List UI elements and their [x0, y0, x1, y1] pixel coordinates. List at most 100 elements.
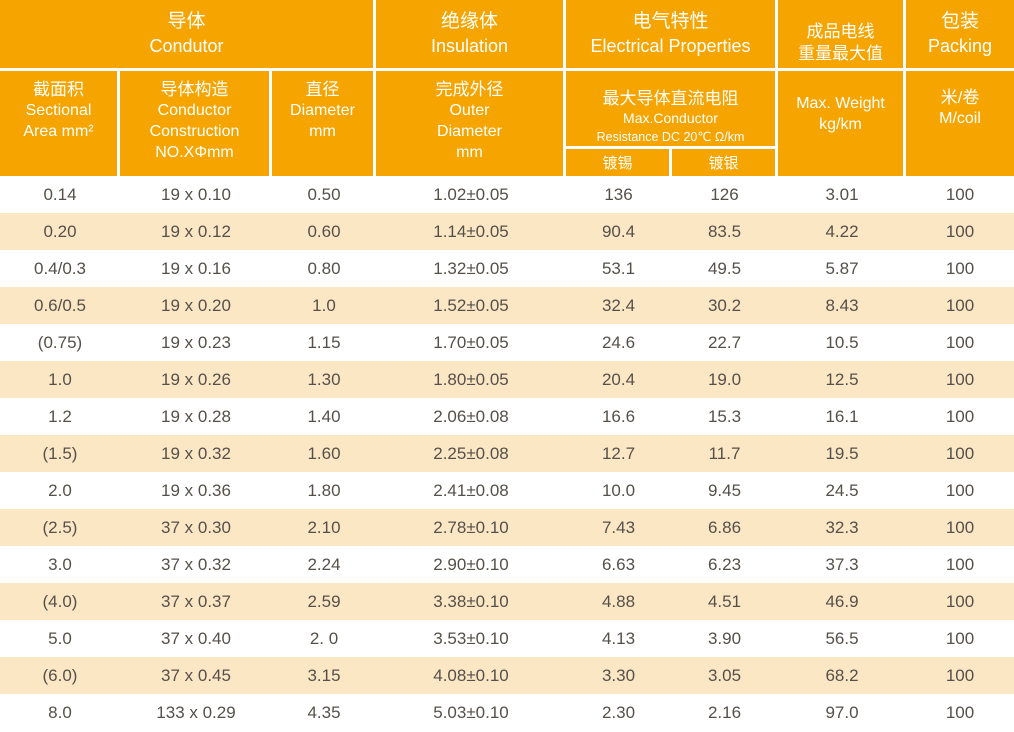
- insulation-group-label-zh: 绝缘体: [440, 11, 498, 32]
- cell-resistance-tinned: 24.6: [601, 332, 636, 352]
- cell-construction: 19 x 0.16: [161, 258, 231, 278]
- cell-outer-diameter: 2.78±0.10: [433, 517, 509, 537]
- cell-meters-per-coil: 100: [945, 702, 975, 722]
- cell-max-weight: 68.2: [825, 665, 859, 685]
- diameter-label-zh: 直径: [305, 80, 340, 99]
- table-row: 2.0 19 x 0.36 1.80 2.41±0.08 10.0 9.45 24.5 100: [0, 472, 1014, 509]
- header-col-diameter: 直径 Diameter mm: [272, 71, 376, 176]
- table-row: 1.0 19 x 0.26 1.30 1.80±0.05 20.4 19.0 12.5 100: [0, 361, 1014, 398]
- cell-sectional-area: (6.0): [42, 665, 78, 685]
- cell-diameter: 1.15: [307, 332, 341, 352]
- coil-unit-label-en: M/coil: [939, 110, 981, 127]
- header-group-insulation: 绝缘体 Insulation: [376, 0, 566, 71]
- table-body: 0.14 19 x 0.10 0.50 1.02±0.05 136 126 3.01 100 0…: [0, 176, 1014, 731]
- construction-label-en-3: NO.XΦmm: [155, 144, 234, 161]
- header-group-conductor: 导体 Condutor: [0, 0, 376, 71]
- cell-max-weight: 4.22: [825, 221, 859, 241]
- cell-max-weight: 8.43: [825, 295, 859, 315]
- cell-sectional-area: 3.0: [48, 554, 72, 574]
- cell-sectional-area: 0.6/0.5: [34, 295, 86, 315]
- conductor-group-label-zh: 导体: [167, 11, 206, 32]
- outer-label-en-2: Diameter: [437, 123, 502, 140]
- cell-sectional-area: 8.0: [48, 702, 72, 722]
- cell-meters-per-coil: 100: [945, 628, 975, 648]
- outer-label-en-3: mm: [456, 144, 483, 161]
- cell-resistance-tinned: 20.4: [601, 369, 636, 389]
- cell-construction: 19 x 0.26: [161, 369, 231, 389]
- cell-diameter: 3.15: [307, 665, 341, 685]
- cell-meters-per-coil: 100: [945, 221, 975, 241]
- packing-group-label-en: Packing: [927, 36, 993, 56]
- cell-resistance-tinned: 53.1: [601, 258, 636, 278]
- header-group-electrical: 电气特性 Electrical Properties: [566, 0, 778, 71]
- table-row: 0.6/0.5 19 x 0.20 1.0 1.52±0.05 32.4 30.2 8.43…: [0, 287, 1014, 324]
- cell-meters-per-coil: 100: [945, 258, 975, 278]
- electrical-group-label-en: Electrical Properties: [590, 36, 751, 56]
- cell-resistance-silver: 49.5: [707, 258, 742, 278]
- cell-meters-per-coil: 100: [945, 517, 975, 537]
- table-row: (4.0) 37 x 0.37 2.59 3.38±0.10 4.88 4.51 46.9 1…: [0, 583, 1014, 620]
- cell-max-weight: 16.1: [825, 406, 859, 426]
- cell-resistance-tinned: 16.6: [601, 406, 636, 426]
- cell-construction: 37 x 0.32: [161, 554, 231, 574]
- table-row: 5.0 37 x 0.40 2. 0 3.53±0.10 4.13 3.90 56.5 100: [0, 620, 1014, 657]
- cell-resistance-silver: 22.7: [707, 332, 742, 352]
- cell-diameter: 1.80: [307, 480, 341, 500]
- cell-diameter: 0.50: [307, 184, 341, 204]
- cell-sectional-area: 0.4/0.3: [34, 258, 86, 278]
- cell-resistance-tinned: 4.88: [601, 591, 636, 611]
- cell-sectional-area: 0.14: [43, 184, 77, 204]
- header-group-packing: 包装 Packing: [906, 0, 1014, 71]
- spec-data-table: 0.14 19 x 0.10 0.50 1.02±0.05 136 126 3.01 100 0…: [0, 176, 1014, 731]
- cell-construction: 19 x 0.20: [161, 295, 231, 315]
- cell-max-weight: 5.87: [825, 258, 859, 278]
- outer-label-zh: 完成外径: [435, 80, 504, 99]
- cell-resistance-silver: 126: [710, 184, 739, 204]
- header-col-construction: 导体构造 Conductor Construction NO.XΦmm: [120, 71, 272, 176]
- sectional-label-zh: 截面积: [33, 80, 84, 99]
- cell-max-weight: 97.0: [825, 702, 859, 722]
- cell-construction: 19 x 0.12: [161, 221, 231, 241]
- header-group-weight: 成品电线 重量最大值: [778, 0, 906, 71]
- cell-max-weight: 3.01: [825, 184, 859, 204]
- outer-label-en-1: Outer: [449, 102, 490, 119]
- sectional-label-en-2: Area mm²: [23, 123, 94, 140]
- cell-meters-per-coil: 100: [945, 184, 975, 204]
- table-row: (0.75) 19 x 0.23 1.15 1.70±0.05 24.6 22.7 10.5…: [0, 324, 1014, 361]
- table-row: 3.0 37 x 0.32 2.24 2.90±0.10 6.63 6.23 37.3 100: [0, 546, 1014, 583]
- cell-meters-per-coil: 100: [945, 369, 975, 389]
- cell-diameter: 2.24: [307, 554, 341, 574]
- cell-outer-diameter: 2.06±0.08: [433, 406, 509, 426]
- cell-resistance-tinned: 7.43: [601, 517, 636, 537]
- diameter-label-en-2: mm: [309, 123, 336, 140]
- cell-meters-per-coil: 100: [945, 406, 975, 426]
- cell-construction: 37 x 0.30: [161, 517, 231, 537]
- cell-outer-diameter: 1.02±0.05: [433, 184, 509, 204]
- cell-resistance-silver: 30.2: [707, 295, 742, 315]
- cell-outer-diameter: 5.03±0.10: [433, 702, 509, 722]
- resistance-label-en-1: Max.Conductor: [623, 110, 718, 126]
- cell-max-weight: 12.5: [825, 369, 859, 389]
- cell-sectional-area: (0.75): [37, 332, 83, 352]
- header-col-max-weight: Max. Weight kg/km: [778, 71, 906, 176]
- table-row: 0.20 19 x 0.12 0.60 1.14±0.05 90.4 83.5 4.22 10…: [0, 213, 1014, 250]
- header-col-sectional-area: 截面积 Sectional Area mm²: [0, 71, 120, 176]
- cell-diameter: 2.59: [307, 591, 341, 611]
- cell-sectional-area: (2.5): [42, 517, 78, 537]
- conductor-group-label-en: Condutor: [149, 36, 224, 56]
- cell-meters-per-coil: 100: [945, 591, 975, 611]
- cell-max-weight: 19.5: [825, 443, 859, 463]
- cell-resistance-tinned: 12.7: [601, 443, 636, 463]
- construction-label-zh: 导体构造: [160, 80, 229, 99]
- electrical-group-label-zh: 电气特性: [632, 11, 709, 32]
- cell-sectional-area: 1.2: [48, 406, 72, 426]
- cell-max-weight: 37.3: [825, 554, 859, 574]
- cell-construction: 19 x 0.28: [161, 406, 231, 426]
- cell-sectional-area: (1.5): [42, 443, 78, 463]
- cell-outer-diameter: 1.52±0.05: [433, 295, 509, 315]
- cell-resistance-silver: 19.0: [707, 369, 742, 389]
- cell-resistance-silver: 83.5: [707, 221, 742, 241]
- table-row: 1.2 19 x 0.28 1.40 2.06±0.08 16.6 15.3 16.1 100: [0, 398, 1014, 435]
- weight-unit-label-1: Max. Weight: [796, 95, 885, 112]
- cell-resistance-silver: 15.3: [707, 406, 742, 426]
